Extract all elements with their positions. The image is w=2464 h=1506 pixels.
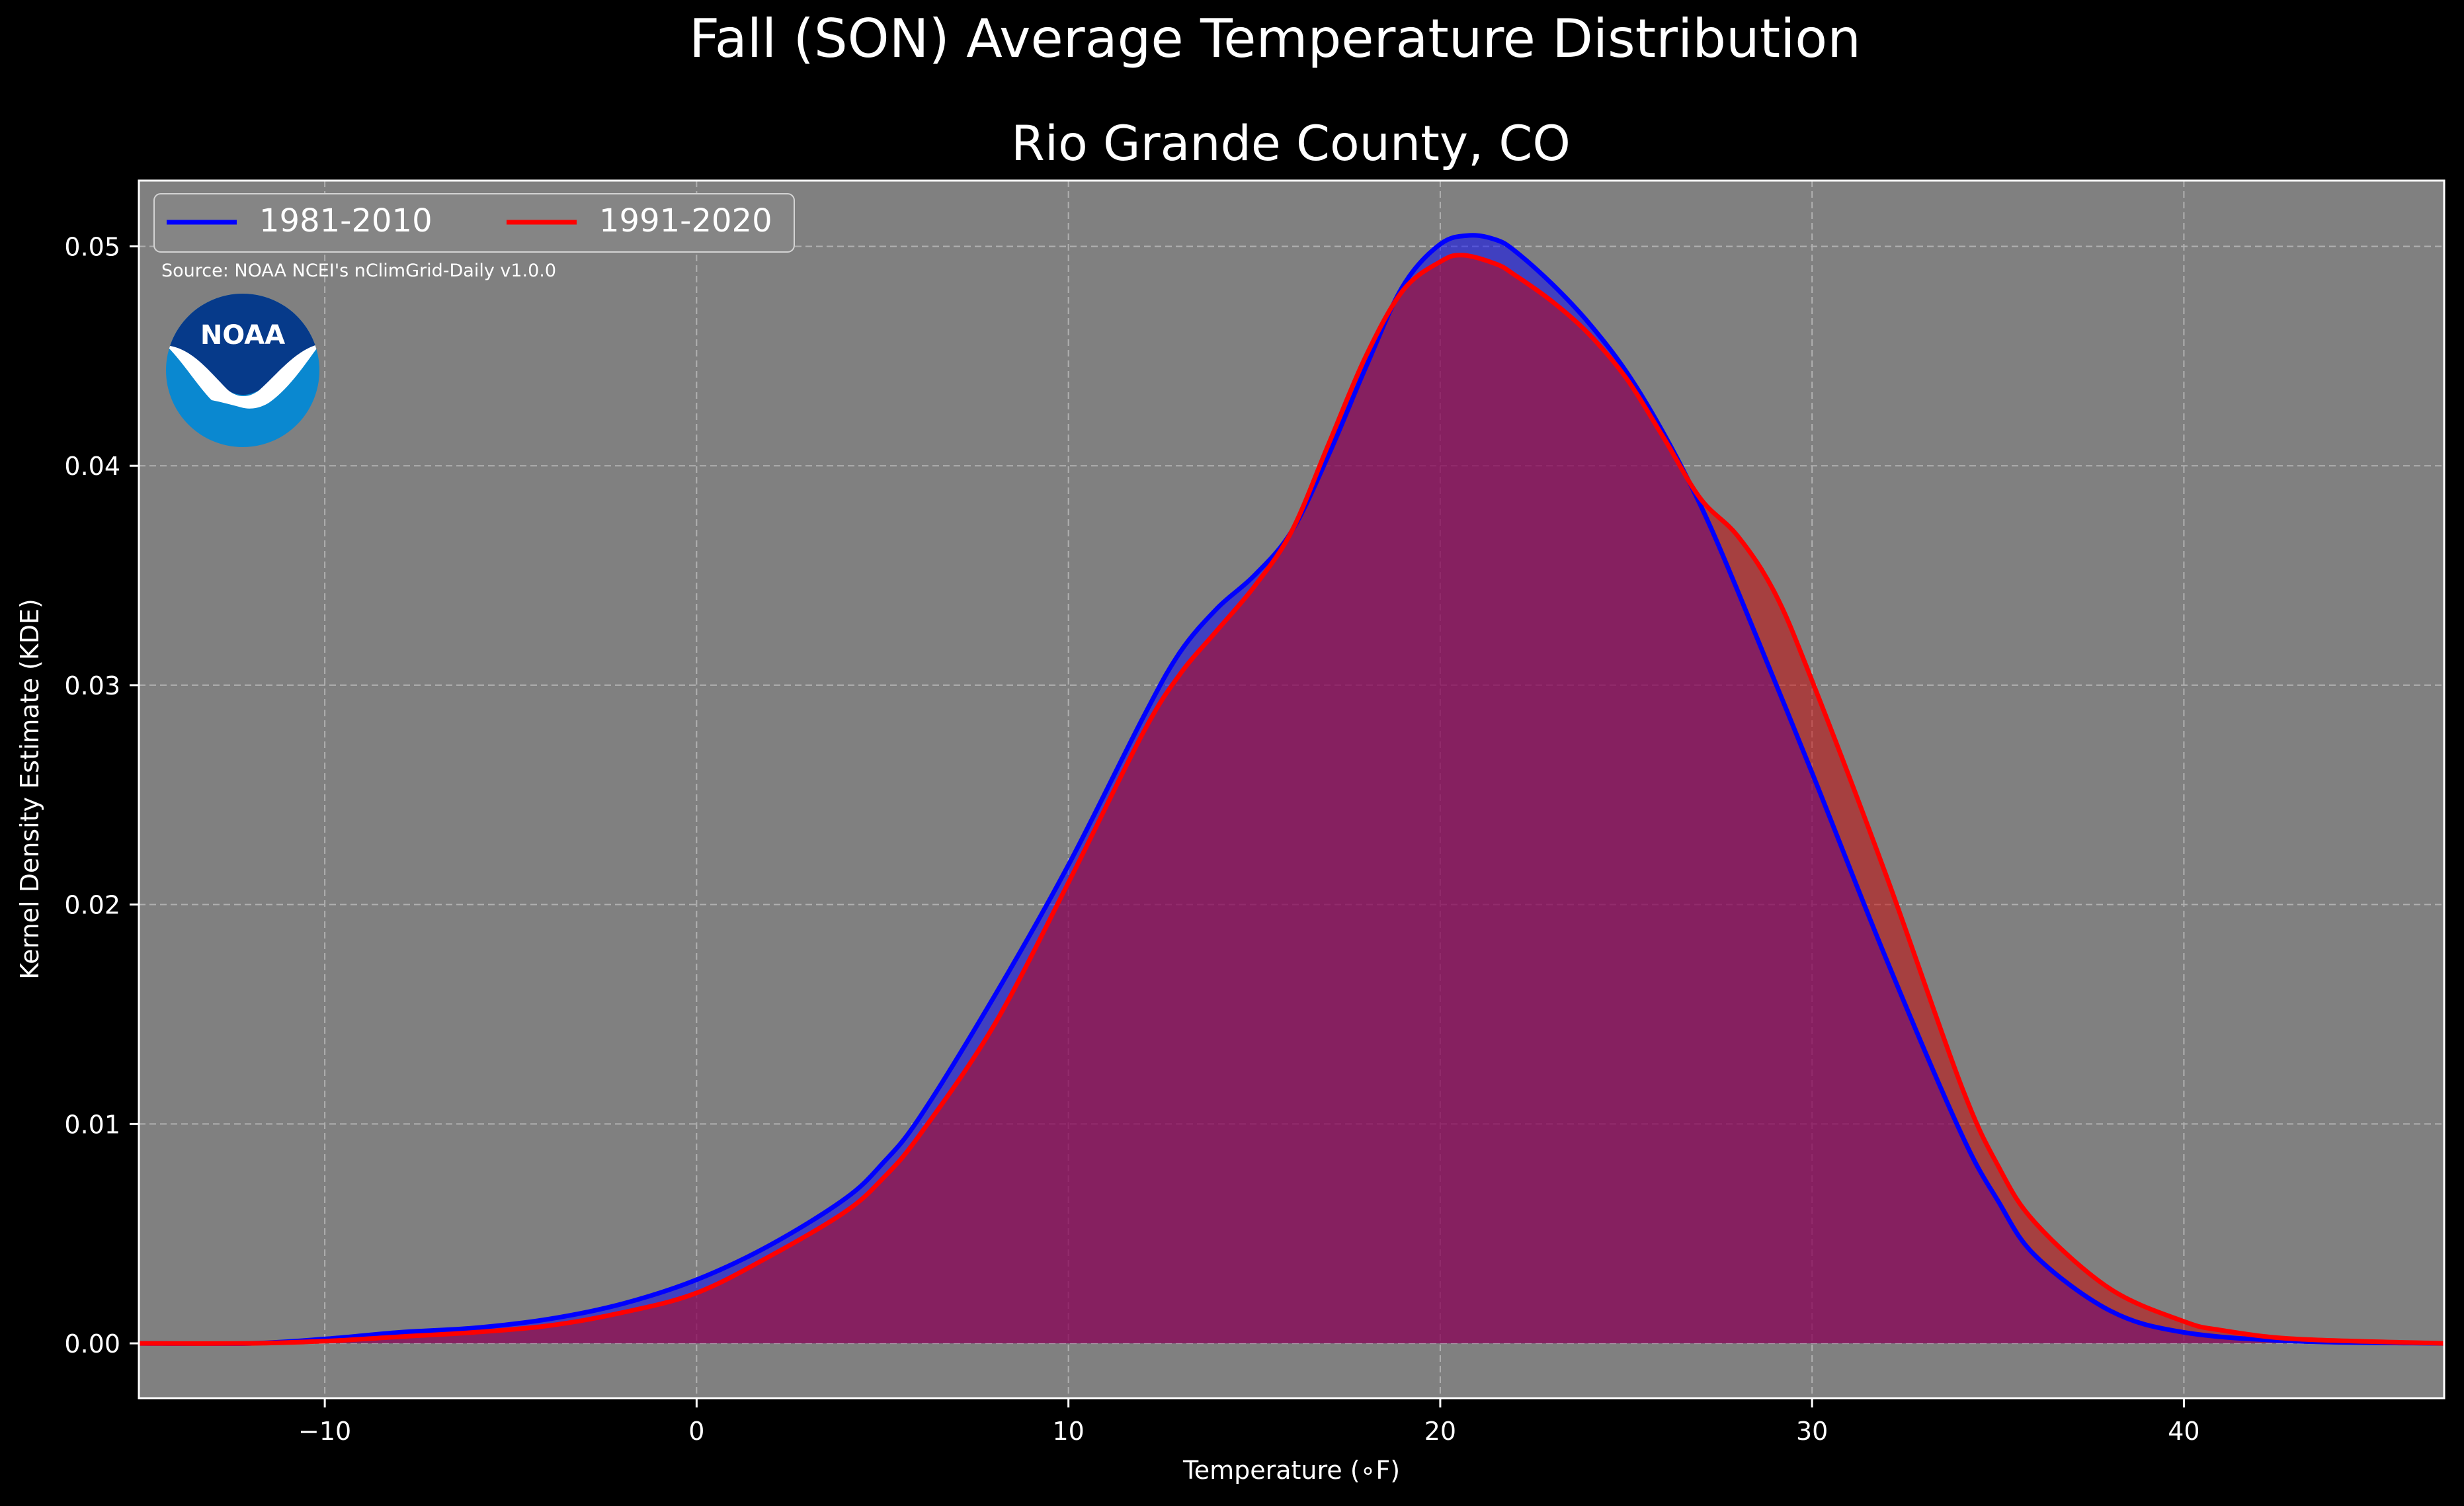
- x-tick-label: −10: [298, 1417, 351, 1446]
- legend: 1981-2010 1991-2020: [153, 193, 795, 253]
- x-tick-label: 0: [688, 1417, 704, 1446]
- x-axis: −10 0 10 20 30 40: [298, 1398, 2200, 1446]
- area-1991-2020: [139, 255, 2444, 1344]
- noaa-logo-gull-icon: [166, 344, 319, 409]
- y-tick-label: 0.00: [64, 1329, 120, 1359]
- legend-label-1991-2020: 1991-2020: [599, 202, 772, 239]
- noaa-logo: NOAA: [166, 294, 319, 447]
- line-1981-2010: [138, 233, 2445, 1347]
- y-tick-label: 0.04: [64, 452, 120, 481]
- legend-box: [153, 193, 795, 253]
- chart-subtitle: Rio Grande County, CO: [1011, 116, 1571, 172]
- x-tick-label: 40: [2168, 1417, 2199, 1446]
- y-tick-label: 0.01: [64, 1110, 120, 1139]
- source-note: Source: NOAA NCEI's nClimGrid-Daily v1.0…: [161, 261, 556, 281]
- legend-label-1981-2010: 1981-2010: [259, 202, 432, 239]
- x-tick-label: 30: [1796, 1417, 1828, 1446]
- y-axis-label: Kernel Density Estimate (KDE): [15, 599, 44, 980]
- x-axis-label: Temperature (∘F): [1182, 1456, 1400, 1485]
- noaa-logo-text: NOAA: [200, 320, 285, 351]
- plot-frame: [138, 179, 2445, 1400]
- y-tick-label: 0.02: [64, 891, 120, 920]
- y-axis: 0.00 0.01 0.02 0.03 0.04 0.05: [64, 233, 139, 1359]
- y-tick-label: 0.03: [64, 671, 120, 700]
- series-layer: [138, 233, 2445, 1347]
- x-tick-label: 10: [1052, 1417, 1084, 1446]
- chart-title: Fall (SON) Average Temperature Distribut…: [689, 8, 1861, 69]
- x-tick-label: 20: [1424, 1417, 1456, 1446]
- line-1991-2020: [138, 253, 2445, 1346]
- y-tick-label: 0.05: [64, 233, 120, 262]
